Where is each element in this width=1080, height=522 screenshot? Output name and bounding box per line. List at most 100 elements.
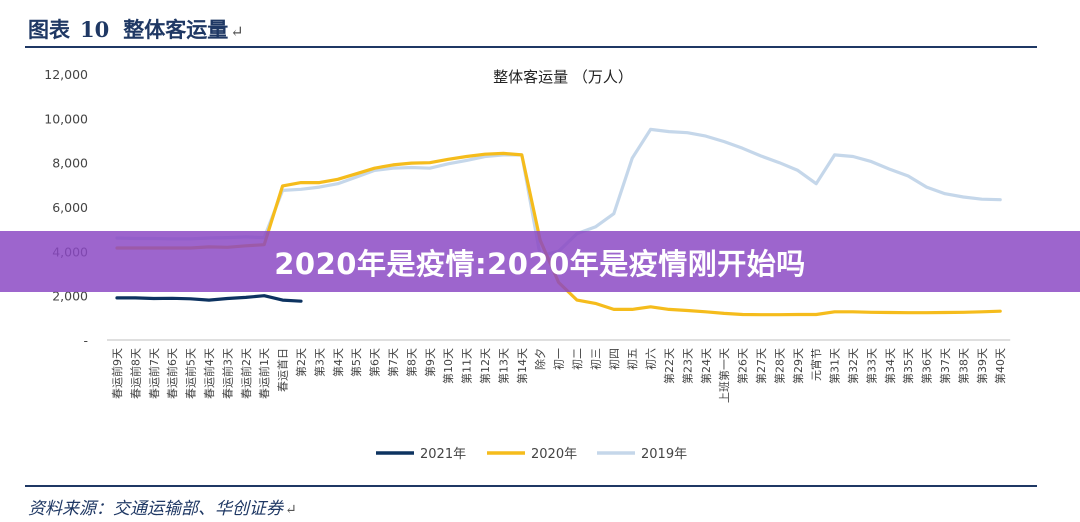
x-tick-label: 第11天 bbox=[460, 348, 474, 384]
x-tick-label: 第32天 bbox=[846, 348, 860, 384]
data-point bbox=[870, 160, 873, 163]
x-tick-label: 第36天 bbox=[920, 348, 934, 384]
x-tick-label: 第8天 bbox=[404, 348, 418, 377]
data-point bbox=[391, 167, 395, 170]
x-tick-label: 第23天 bbox=[680, 348, 694, 384]
data-point bbox=[226, 297, 229, 300]
data-point bbox=[207, 298, 211, 302]
data-point bbox=[447, 158, 450, 161]
x-tick-label: 第29天 bbox=[791, 348, 805, 384]
data-point bbox=[741, 313, 744, 316]
x-tick-label: 第3天 bbox=[312, 348, 326, 377]
data-point bbox=[171, 297, 174, 300]
data-point bbox=[925, 185, 928, 189]
y-tick-label: 8,000 bbox=[52, 156, 88, 171]
x-tick-label: 第9天 bbox=[423, 348, 437, 377]
x-tick-label: 春运前3天 bbox=[220, 348, 234, 399]
x-tick-label: 第26天 bbox=[736, 348, 750, 384]
data-point bbox=[778, 313, 781, 316]
data-point bbox=[907, 174, 910, 178]
legend-label: 2020年 bbox=[531, 447, 577, 462]
x-tick-label: 春运前7天 bbox=[147, 348, 161, 399]
data-point bbox=[943, 311, 947, 314]
data-point bbox=[888, 168, 891, 171]
data-point bbox=[281, 298, 284, 302]
x-tick-label: 初三 bbox=[588, 348, 602, 370]
data-point bbox=[649, 128, 652, 131]
x-tick-label: 春运前5天 bbox=[184, 348, 198, 399]
data-point bbox=[870, 311, 873, 314]
x-tick-label: 春运前8天 bbox=[128, 348, 142, 399]
data-point bbox=[391, 163, 395, 167]
data-point bbox=[336, 182, 339, 185]
data-point bbox=[686, 131, 689, 134]
data-point bbox=[649, 305, 652, 308]
data-point bbox=[851, 310, 855, 314]
data-point bbox=[318, 185, 321, 189]
data-point bbox=[410, 161, 413, 165]
data-point bbox=[447, 162, 450, 165]
data-point bbox=[189, 297, 192, 300]
data-point bbox=[299, 181, 303, 184]
data-point bbox=[704, 310, 707, 314]
data-point bbox=[520, 153, 523, 157]
x-tick-label: 初六 bbox=[644, 348, 658, 370]
data-point bbox=[796, 169, 799, 172]
x-tick-label: 元宵节 bbox=[809, 348, 823, 381]
x-tick-label: 第27天 bbox=[754, 348, 768, 384]
data-point bbox=[723, 312, 726, 315]
data-point bbox=[612, 212, 615, 215]
data-point bbox=[686, 309, 689, 312]
data-point bbox=[759, 313, 763, 316]
passenger-volume-chart: 整体客运量 （万人）-2,0004,0006,0008,00010,00012,… bbox=[44, 67, 1011, 462]
x-tick-label: 第14天 bbox=[515, 348, 529, 384]
x-tick-label: 第34天 bbox=[883, 348, 897, 384]
data-point bbox=[594, 302, 597, 305]
data-point bbox=[575, 298, 579, 302]
data-point bbox=[962, 311, 965, 314]
data-point bbox=[428, 167, 431, 170]
data-point bbox=[631, 308, 634, 311]
x-tick-label: 第22天 bbox=[662, 348, 676, 384]
data-point bbox=[667, 308, 671, 311]
banner-title: 2020年是疫情:2020年是疫情刚开始吗 bbox=[274, 246, 806, 281]
footer-rule bbox=[25, 485, 1037, 487]
data-point bbox=[999, 198, 1002, 201]
x-tick-label: 春运前9天 bbox=[110, 348, 124, 399]
x-tick-label: 春运前2天 bbox=[239, 348, 253, 399]
x-tick-label: 第6天 bbox=[368, 348, 382, 377]
x-tick-label: 第37天 bbox=[938, 348, 952, 384]
data-point bbox=[152, 297, 155, 300]
x-tick-label: 第33天 bbox=[864, 348, 878, 384]
data-point bbox=[373, 167, 376, 170]
y-tick-label: 6,000 bbox=[52, 200, 88, 215]
data-point bbox=[888, 311, 891, 314]
data-point bbox=[299, 300, 303, 303]
x-tick-label: 初五 bbox=[625, 348, 639, 370]
x-tick-label: 春运前1天 bbox=[257, 348, 271, 399]
legend-label: 2021年 bbox=[420, 447, 466, 462]
x-tick-label: 第40天 bbox=[993, 348, 1007, 384]
data-point bbox=[723, 140, 726, 143]
data-point bbox=[134, 296, 137, 300]
x-tick-label: 第12天 bbox=[478, 348, 492, 384]
x-tick-label: 第24天 bbox=[699, 348, 713, 384]
data-point bbox=[741, 147, 744, 150]
data-point bbox=[999, 309, 1002, 313]
data-point bbox=[502, 152, 505, 155]
x-tick-label: 第39天 bbox=[975, 348, 989, 384]
data-point bbox=[483, 153, 487, 156]
data-point bbox=[410, 166, 413, 169]
data-point bbox=[815, 313, 818, 316]
data-point bbox=[355, 175, 358, 179]
y-tick-label: 12,000 bbox=[44, 67, 88, 82]
data-point bbox=[244, 296, 247, 299]
data-point bbox=[318, 181, 321, 184]
x-tick-label: 第5天 bbox=[349, 348, 363, 377]
y-tick-label: - bbox=[83, 333, 88, 348]
data-point bbox=[594, 225, 597, 229]
data-point bbox=[980, 310, 983, 314]
data-point bbox=[907, 311, 910, 314]
figure-prefix: 图表 bbox=[28, 17, 70, 42]
figure-header: 图表 10 整体客运量 ↵ bbox=[28, 14, 244, 44]
